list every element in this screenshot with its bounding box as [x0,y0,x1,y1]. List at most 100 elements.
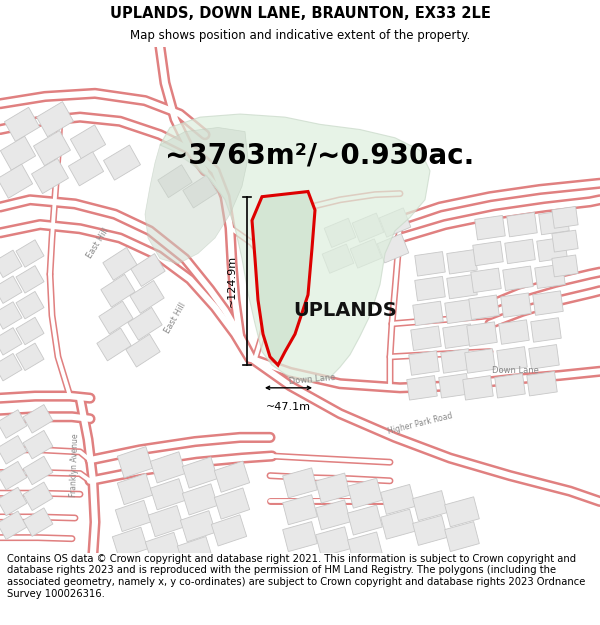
Polygon shape [467,322,497,346]
Polygon shape [0,461,27,490]
Text: Down Lane: Down Lane [491,366,538,375]
Polygon shape [151,452,185,483]
Polygon shape [552,255,578,277]
Polygon shape [507,213,537,237]
Polygon shape [0,511,27,539]
Polygon shape [529,344,559,369]
Polygon shape [552,230,578,252]
Polygon shape [112,528,148,558]
Polygon shape [0,436,27,464]
Polygon shape [350,239,382,268]
Polygon shape [447,249,477,274]
Polygon shape [531,318,561,342]
Polygon shape [131,254,165,286]
Polygon shape [151,479,185,510]
Polygon shape [352,213,384,243]
Polygon shape [463,376,493,400]
Polygon shape [0,328,22,355]
Polygon shape [214,488,250,519]
Polygon shape [505,239,535,264]
Polygon shape [211,515,247,546]
Polygon shape [445,522,479,552]
Polygon shape [439,374,469,398]
Polygon shape [178,536,212,568]
Polygon shape [148,506,184,537]
Polygon shape [182,457,218,488]
Polygon shape [475,216,505,240]
Polygon shape [380,484,415,514]
Polygon shape [415,276,445,301]
Polygon shape [537,237,567,262]
Polygon shape [413,516,448,546]
Polygon shape [145,127,248,264]
Text: UPLANDS, DOWN LANE, BRAUNTON, EX33 2LE: UPLANDS, DOWN LANE, BRAUNTON, EX33 2LE [110,6,490,21]
Polygon shape [407,376,437,400]
Polygon shape [283,468,317,498]
Polygon shape [118,447,152,478]
Polygon shape [23,508,53,536]
Polygon shape [379,208,411,237]
Polygon shape [495,374,525,398]
Polygon shape [101,274,135,307]
Polygon shape [68,152,104,186]
Polygon shape [252,191,315,365]
Polygon shape [0,302,22,329]
Polygon shape [16,343,44,371]
Polygon shape [16,291,44,319]
Polygon shape [1,136,35,171]
Polygon shape [501,293,531,318]
Polygon shape [324,218,356,248]
Polygon shape [380,509,415,539]
Text: Higher Park Road: Higher Park Road [387,412,453,436]
Polygon shape [527,371,557,396]
Polygon shape [283,522,317,552]
Polygon shape [469,295,499,319]
Polygon shape [441,349,471,373]
Polygon shape [503,266,533,291]
Text: Contains OS data © Crown copyright and database right 2021. This information is : Contains OS data © Crown copyright and d… [7,554,586,599]
Polygon shape [415,252,445,276]
Polygon shape [283,495,317,525]
Polygon shape [409,351,439,375]
Text: ~124.9m: ~124.9m [227,255,237,307]
Polygon shape [0,353,22,381]
Polygon shape [70,125,106,159]
Polygon shape [34,131,70,166]
Polygon shape [539,210,569,235]
Polygon shape [4,107,40,141]
Polygon shape [0,250,22,278]
Polygon shape [465,349,495,373]
Polygon shape [447,274,477,299]
Polygon shape [97,328,131,361]
Polygon shape [413,491,448,521]
Polygon shape [16,318,44,345]
Polygon shape [145,532,181,564]
Text: ~3763m²/~0.930ac.: ~3763m²/~0.930ac. [166,141,475,169]
Polygon shape [23,456,53,485]
Text: Down Lane: Down Lane [288,373,336,386]
Polygon shape [130,281,164,313]
Polygon shape [316,473,350,503]
Text: Franklyn Avenue: Franklyn Avenue [70,433,80,498]
Polygon shape [552,206,578,228]
Polygon shape [473,241,503,266]
Polygon shape [316,500,350,530]
Polygon shape [316,527,350,557]
Polygon shape [158,165,192,198]
Polygon shape [118,474,152,504]
Polygon shape [443,324,473,348]
Polygon shape [445,497,479,527]
Polygon shape [23,404,53,433]
Polygon shape [16,240,44,268]
Polygon shape [183,175,217,208]
Polygon shape [497,347,527,371]
Polygon shape [347,505,382,535]
Polygon shape [16,266,44,293]
Polygon shape [347,478,382,508]
Polygon shape [214,461,250,492]
Polygon shape [115,501,151,531]
Polygon shape [37,102,73,137]
Polygon shape [160,114,430,382]
Text: East Hill: East Hill [85,226,111,260]
Polygon shape [535,264,565,289]
